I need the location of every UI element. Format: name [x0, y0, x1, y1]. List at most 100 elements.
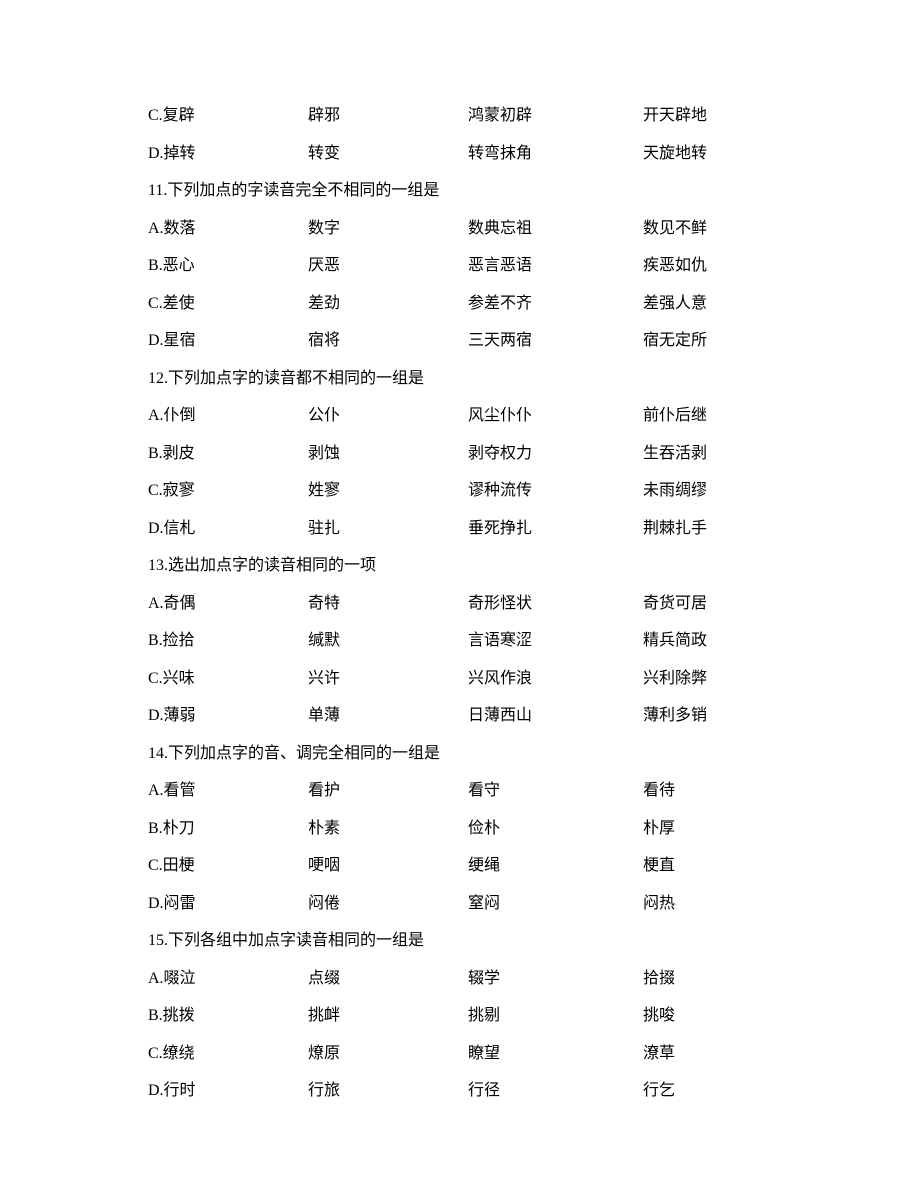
option-cell: 数典忘祖: [468, 221, 643, 237]
option-cell: 宿无定所: [643, 333, 707, 349]
option-cell: 哽咽: [308, 858, 468, 874]
option-cell: 行乞: [643, 1083, 675, 1099]
option-cell: 三天两宿: [468, 333, 643, 349]
question-text: 11.下列加点的字读音完全不相同的一组是: [148, 183, 788, 199]
option-cell: 宿将: [308, 333, 468, 349]
option-row: C.缭绕 燎原 瞭望 潦草: [148, 1046, 788, 1062]
option-row: A.数落 数字 数典忘祖 数见不鲜: [148, 221, 788, 237]
option-cell: 缄默: [308, 633, 468, 649]
option-cell: D.行时: [148, 1083, 308, 1099]
option-row: C.差使 差劲 参差不齐 差强人意: [148, 296, 788, 312]
option-cell: 闷倦: [308, 896, 468, 912]
question-label: 13.选出加点字的读音相同的一项: [148, 558, 376, 574]
option-cell: B.挑拨: [148, 1008, 308, 1024]
option-row: B.挑拨 挑衅 挑剔 挑唆: [148, 1008, 788, 1024]
option-cell: 兴风作浪: [468, 671, 643, 687]
option-cell: 转弯抹角: [468, 146, 643, 162]
option-cell: C.田梗: [148, 858, 308, 874]
option-cell: 单薄: [308, 708, 468, 724]
option-cell: 未雨绸缪: [643, 483, 707, 499]
option-cell: 风尘仆仆: [468, 408, 643, 424]
question-text: 13.选出加点字的读音相同的一项: [148, 558, 788, 574]
option-row: A.看管 看护 看守 看待: [148, 783, 788, 799]
option-cell: 鸿蒙初辟: [468, 108, 643, 124]
option-cell: 前仆后继: [643, 408, 707, 424]
option-cell: 挑唆: [643, 1008, 675, 1024]
option-cell: 言语寒涩: [468, 633, 643, 649]
question-label: 14.下列加点字的音、调完全相同的一组是: [148, 746, 440, 762]
option-row: D.星宿 宿将 三天两宿 宿无定所: [148, 333, 788, 349]
option-cell: 朴素: [308, 821, 468, 837]
option-cell: D.信札: [148, 521, 308, 537]
option-cell: 谬种流传: [468, 483, 643, 499]
option-cell: A.奇偶: [148, 596, 308, 612]
option-row: C.寂寥 姓寥 谬种流传 未雨绸缪: [148, 483, 788, 499]
option-cell: 梗直: [643, 858, 675, 874]
option-cell: B.剥皮: [148, 446, 308, 462]
option-cell: 兴许: [308, 671, 468, 687]
option-cell: 俭朴: [468, 821, 643, 837]
option-cell: 挑衅: [308, 1008, 468, 1024]
option-row: A.啜泣 点缀 辍学 拾掇: [148, 971, 788, 987]
option-cell: 奇货可居: [643, 596, 707, 612]
option-row: C.田梗 哽咽 绠绳 梗直: [148, 858, 788, 874]
option-cell: 转变: [308, 146, 468, 162]
option-row: C.兴味 兴许 兴风作浪 兴利除弊: [148, 671, 788, 687]
option-row: D.掉转 转变 转弯抹角 天旋地转: [148, 146, 788, 162]
option-cell: 辟邪: [308, 108, 468, 124]
option-cell: 绠绳: [468, 858, 643, 874]
option-cell: B.恶心: [148, 258, 308, 274]
option-row: B.恶心 厌恶 恶言恶语 疾恶如仇: [148, 258, 788, 274]
option-cell: C.缭绕: [148, 1046, 308, 1062]
option-cell: 垂死挣扎: [468, 521, 643, 537]
option-cell: 恶言恶语: [468, 258, 643, 274]
option-cell: 辍学: [468, 971, 643, 987]
option-cell: 行旅: [308, 1083, 468, 1099]
option-cell: 疾恶如仇: [643, 258, 707, 274]
option-row: D.行时 行旅 行径 行乞: [148, 1083, 788, 1099]
option-cell: 姓寥: [308, 483, 468, 499]
option-cell: 看护: [308, 783, 468, 799]
option-cell: 天旋地转: [643, 146, 707, 162]
question-label: 11.下列加点的字读音完全不相同的一组是: [148, 183, 439, 199]
option-cell: 精兵简政: [643, 633, 707, 649]
option-cell: D.星宿: [148, 333, 308, 349]
option-cell: D.闷雷: [148, 896, 308, 912]
option-row: A.奇偶 奇特 奇形怪状 奇货可居: [148, 596, 788, 612]
document-content: C.复辟 辟邪 鸿蒙初辟 开天辟地 D.掉转 转变 转弯抹角 天旋地转 11.下…: [148, 108, 788, 1121]
option-cell: 兴利除弊: [643, 671, 707, 687]
option-cell: B.捡拾: [148, 633, 308, 649]
option-cell: A.啜泣: [148, 971, 308, 987]
option-cell: 点缀: [308, 971, 468, 987]
option-cell: 差劲: [308, 296, 468, 312]
option-cell: B.朴刀: [148, 821, 308, 837]
option-cell: 看守: [468, 783, 643, 799]
option-row: B.捡拾 缄默 言语寒涩 精兵简政: [148, 633, 788, 649]
option-cell: 奇特: [308, 596, 468, 612]
option-cell: 厌恶: [308, 258, 468, 274]
option-row: D.闷雷 闷倦 窒闷 闷热: [148, 896, 788, 912]
question-text: 15.下列各组中加点字读音相同的一组是: [148, 933, 788, 949]
option-cell: 闷热: [643, 896, 675, 912]
option-cell: 行径: [468, 1083, 643, 1099]
option-cell: D.薄弱: [148, 708, 308, 724]
question-text: 14.下列加点字的音、调完全相同的一组是: [148, 746, 788, 762]
option-cell: 荆棘扎手: [643, 521, 707, 537]
option-cell: 剥蚀: [308, 446, 468, 462]
option-row: B.剥皮 剥蚀 剥夺权力 生吞活剥: [148, 446, 788, 462]
option-cell: C.复辟: [148, 108, 308, 124]
option-cell: 生吞活剥: [643, 446, 707, 462]
option-row: D.信札 驻扎 垂死挣扎 荆棘扎手: [148, 521, 788, 537]
option-cell: 差强人意: [643, 296, 707, 312]
option-cell: 公仆: [308, 408, 468, 424]
option-cell: 瞭望: [468, 1046, 643, 1062]
question-label: 12.下列加点字的读音都不相同的一组是: [148, 371, 424, 387]
option-cell: 薄利多销: [643, 708, 707, 724]
option-cell: 剥夺权力: [468, 446, 643, 462]
option-cell: 驻扎: [308, 521, 468, 537]
question-label: 15.下列各组中加点字读音相同的一组是: [148, 933, 424, 949]
option-cell: 数字: [308, 221, 468, 237]
option-cell: A.仆倒: [148, 408, 308, 424]
option-cell: C.差使: [148, 296, 308, 312]
option-cell: D.掉转: [148, 146, 308, 162]
